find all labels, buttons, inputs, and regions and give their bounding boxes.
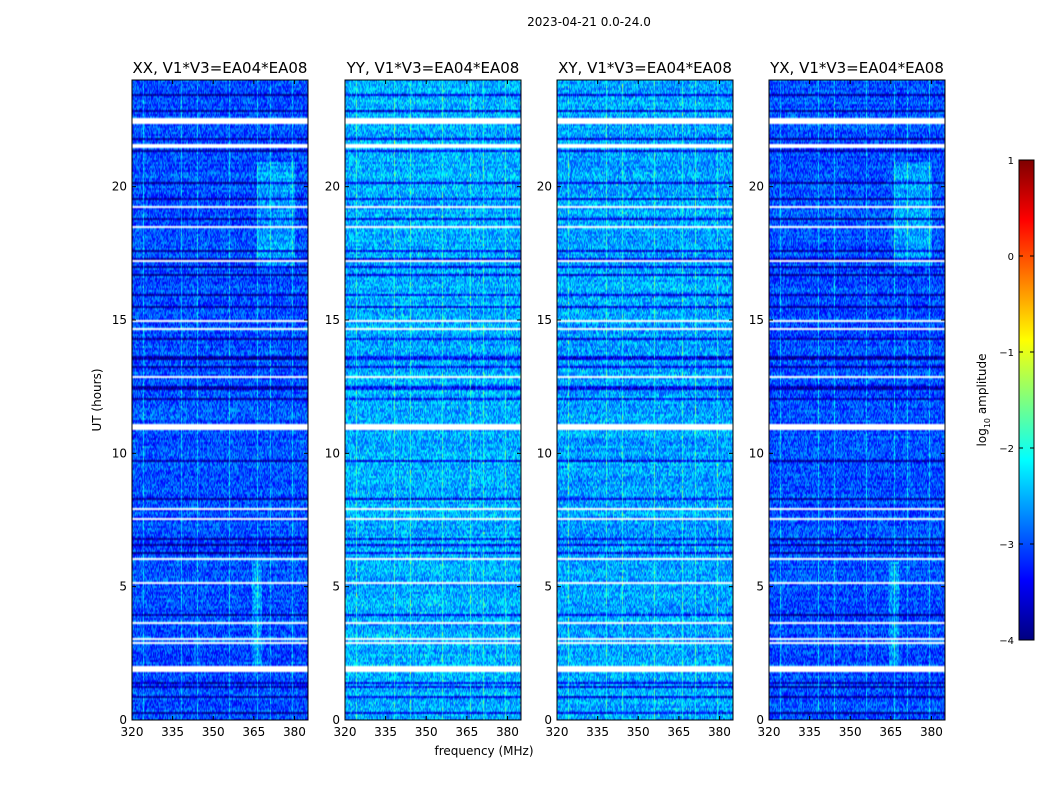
x-tick-label: 380 <box>496 725 519 739</box>
x-tick-label: 365 <box>879 725 902 739</box>
y-tick-label: 10 <box>537 446 552 460</box>
y-tick-label: 0 <box>544 713 552 727</box>
panel-frame-3 <box>768 79 946 721</box>
y-tick-label: 5 <box>332 580 340 594</box>
panel-title-3: YX, V1*V3=EA04*EA08 <box>769 59 944 77</box>
colorbar-gradient <box>1018 159 1035 641</box>
x-tick-label: 380 <box>283 725 306 739</box>
y-tick-label: 15 <box>537 313 552 327</box>
x-tick-label: 320 <box>758 725 781 739</box>
x-tick-label: 350 <box>202 725 225 739</box>
x-tick-label: 335 <box>798 725 821 739</box>
colorbar-tick-label: −4 <box>999 636 1014 647</box>
x-axis-label: frequency (MHz) <box>434 744 533 758</box>
y-tick-label: 5 <box>544 580 552 594</box>
x-tick-label: 350 <box>415 725 438 739</box>
y-tick-label: 15 <box>325 313 340 327</box>
colorbar: 1 0 −1 −2 −3 −4 log10 amplitude <box>975 156 1035 647</box>
y-tick-label: 10 <box>749 446 764 460</box>
colorbar-tick-label: −2 <box>999 444 1014 455</box>
y-tick-label: 15 <box>749 313 764 327</box>
y-tick-label: 10 <box>112 446 127 460</box>
panel-frame-0 <box>131 79 309 721</box>
x-tick-label: 365 <box>667 725 690 739</box>
y-tick-label: 10 <box>325 446 340 460</box>
x-tick-label: 335 <box>374 725 397 739</box>
x-tick-label: 380 <box>920 725 943 739</box>
colorbar-label: log10 amplitude <box>975 354 992 447</box>
x-tick-label: 335 <box>586 725 609 739</box>
panel-1: YY, V1*V3=EA04*EA08 320 335 350 365 380 0 5 10 15… <box>325 59 522 739</box>
colorbar-tick-label: −1 <box>999 348 1014 359</box>
x-tick-label: 380 <box>708 725 731 739</box>
x-tick-label: 320 <box>546 725 569 739</box>
panel-frame-1 <box>344 79 522 721</box>
panels-group: XX, V1*V3=EA04*EA08 320 335 350 365 380 0 5 10 15… <box>112 59 946 739</box>
figure-suptitle: 2023-04-21 0.0-24.0 <box>527 15 651 29</box>
y-tick-label: 0 <box>332 713 340 727</box>
y-axis-label: UT (hours) <box>90 368 104 431</box>
x-tick-label: 365 <box>455 725 478 739</box>
x-tick-label: 335 <box>161 725 184 739</box>
panel-title-1: YY, V1*V3=EA04*EA08 <box>346 59 520 77</box>
heatmap-image-3 <box>769 80 945 720</box>
x-tick-label: 350 <box>627 725 650 739</box>
panel-frame-2 <box>556 79 734 721</box>
y-tick-label: 5 <box>756 580 764 594</box>
heatmap-image-1 <box>345 80 521 720</box>
heatmap-image-2 <box>557 80 733 720</box>
panel-title-2: XY, V1*V3=EA04*EA08 <box>558 59 732 77</box>
y-tick-label: 15 <box>112 313 127 327</box>
colorbar-tick-label: 0 <box>1008 252 1014 263</box>
heatmap-image-0 <box>132 80 308 720</box>
colorbar-tick-label: −3 <box>999 540 1014 551</box>
x-tick-label: 350 <box>839 725 862 739</box>
x-tick-label: 365 <box>242 725 265 739</box>
y-tick-label: 20 <box>749 180 764 194</box>
panel-3: YX, V1*V3=EA04*EA08 320 335 350 365 380 0 5 10 15… <box>749 59 946 739</box>
x-tick-label: 320 <box>334 725 357 739</box>
y-tick-label: 20 <box>112 180 127 194</box>
y-tick-label: 0 <box>119 713 127 727</box>
y-tick-label: 20 <box>537 180 552 194</box>
y-tick-label: 5 <box>119 580 127 594</box>
x-tick-label: 320 <box>121 725 144 739</box>
panel-title-0: XX, V1*V3=EA04*EA08 <box>133 59 308 77</box>
panel-2: XY, V1*V3=EA04*EA08 320 335 350 365 380 0 5 10 15… <box>537 59 734 739</box>
panel-0: XX, V1*V3=EA04*EA08 320 335 350 365 380 0 5 10 15… <box>112 59 309 739</box>
y-tick-label: 20 <box>325 180 340 194</box>
y-tick-label: 0 <box>756 713 764 727</box>
colorbar-tick-label: 1 <box>1008 156 1014 167</box>
